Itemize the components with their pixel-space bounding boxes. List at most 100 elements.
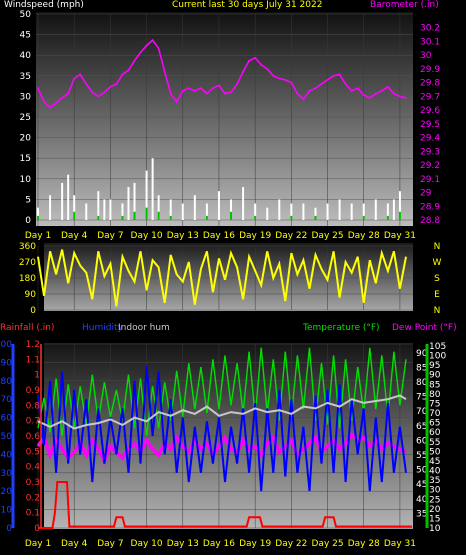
temperature-tick-label: 25 bbox=[429, 495, 440, 505]
wind-x-tick-label: Day 25 bbox=[312, 231, 344, 241]
rainfall-tick-label: 1.1 bbox=[26, 355, 40, 365]
temperature-tick-label: 60 bbox=[429, 428, 441, 438]
temperature-tick-label: 45 bbox=[429, 457, 440, 467]
humidity-tick-label: 90 bbox=[1, 358, 13, 368]
direction-tick-label: 0 bbox=[30, 306, 36, 316]
wind-plot-background bbox=[36, 12, 413, 226]
wind-tick-label: 10 bbox=[20, 175, 32, 185]
humidity-tick-label: 60 bbox=[1, 414, 13, 424]
barometer-point bbox=[187, 87, 190, 90]
dewpoint-tick-label: 35 bbox=[416, 509, 427, 519]
direction-plot-series bbox=[37, 249, 407, 307]
rainfall-tick-label: 0.4 bbox=[26, 463, 41, 473]
direction-plot-background bbox=[44, 243, 413, 311]
barometer-tick-label: 28.9 bbox=[420, 202, 440, 212]
barometer-point bbox=[103, 91, 106, 94]
barometer-tick-label: 29.1 bbox=[420, 175, 440, 185]
dewpoint-tick-label: 60 bbox=[416, 436, 428, 446]
barometer-point bbox=[368, 96, 371, 99]
barometer-point bbox=[61, 96, 64, 99]
wind-tick-label: 20 bbox=[20, 134, 32, 144]
wind-plot-grid bbox=[36, 13, 413, 226]
dewpoint-axis-label: Dew Point (°F) bbox=[392, 323, 457, 333]
barometer-point bbox=[109, 85, 112, 88]
barometer-tick-label: 29.7 bbox=[420, 92, 440, 102]
humidity-line bbox=[37, 366, 407, 492]
rainfall-tick-label: 0.5 bbox=[26, 447, 40, 457]
barometer-point bbox=[278, 77, 281, 80]
barometer-point bbox=[115, 83, 118, 85]
temperature-tick-label: 10 bbox=[429, 524, 441, 534]
wind-x-tick-label: Day 4 bbox=[61, 231, 88, 241]
barometer-tick-label: 29.5 bbox=[420, 120, 440, 130]
temperature-tick-label: 100 bbox=[429, 352, 446, 362]
wind-tick-label: 30 bbox=[20, 92, 32, 102]
rainfall-tick-label: 0.6 bbox=[26, 432, 41, 442]
direction-tick-label: 360 bbox=[19, 242, 36, 252]
temperature-tick-label: 80 bbox=[429, 390, 441, 400]
humidity-label: Humidity bbox=[82, 323, 123, 333]
wind-tick-label: 0 bbox=[25, 216, 31, 226]
humidity-tick-label: 50 bbox=[1, 432, 13, 442]
barometer-point bbox=[79, 73, 82, 76]
indoor-humidity-line bbox=[37, 394, 407, 430]
wind-barometer-panel: 0 5 10 15 20 25 30 35 40 45 50 28.8 28.9 29 29.1 29.2 29… bbox=[4, 0, 440, 241]
temperature-tick-label: 85 bbox=[429, 380, 440, 390]
barometer-tick-label: 29.6 bbox=[420, 106, 440, 116]
barometer-point bbox=[85, 83, 88, 85]
wind-x-tick-label: Day 10 bbox=[131, 231, 163, 241]
compass-label: W bbox=[433, 258, 442, 268]
direction-tick-label: 90 bbox=[25, 290, 37, 300]
dewpoint-tick-label: 50 bbox=[416, 466, 428, 476]
barometer-point bbox=[91, 91, 94, 94]
wind-x-tick-label: Day 1 bbox=[25, 231, 51, 241]
barometer-tick-label: 30 bbox=[420, 51, 432, 61]
wind-tick-label: 40 bbox=[20, 51, 32, 61]
temperature-x-tick-label: Day 19 bbox=[239, 539, 271, 549]
barometer-point bbox=[338, 73, 341, 76]
barometer-point bbox=[139, 51, 142, 54]
barometer-point bbox=[362, 94, 365, 96]
temperature-tick-label: 50 bbox=[429, 447, 441, 457]
barometer-point bbox=[199, 87, 202, 90]
temperature-tick-label: 105 bbox=[429, 342, 446, 352]
barometer-point bbox=[218, 84, 220, 87]
rainfall-tick-label: 0.3 bbox=[26, 478, 40, 488]
direction-tick-label: 180 bbox=[19, 274, 36, 284]
barometer-tick-label: 29.3 bbox=[420, 147, 440, 157]
rainfall-axis-label: Rainfall (.in) bbox=[0, 323, 54, 333]
temperature-plot-series bbox=[36, 347, 412, 529]
temperature-tick-label: 55 bbox=[429, 438, 440, 448]
temperature-x-tick-label: Day 10 bbox=[131, 539, 163, 549]
rainfall-tick-label: 0.9 bbox=[26, 386, 41, 396]
barometer-point bbox=[230, 91, 232, 94]
temperature-tick-label: 75 bbox=[429, 399, 440, 409]
dewpoint-tick-label: 65 bbox=[416, 422, 427, 432]
barometer-point bbox=[73, 77, 76, 80]
temperature-tick-label: 90 bbox=[429, 371, 441, 381]
humidity-tick-label: 100 bbox=[0, 340, 12, 350]
barometer-point bbox=[320, 83, 323, 85]
wind-x-tick-label: Day 7 bbox=[97, 231, 123, 241]
barometer-point bbox=[169, 92, 172, 95]
barometer-point bbox=[236, 83, 238, 85]
wind-tick-label: 25 bbox=[20, 113, 31, 123]
barometer-point bbox=[284, 79, 287, 81]
dewpoint-tick-label: 90 bbox=[416, 349, 428, 359]
humidity-tick-label: 10 bbox=[1, 506, 13, 516]
barometer-point bbox=[55, 102, 57, 105]
wind-tick-label: 50 bbox=[20, 10, 32, 20]
barometer-tick-label: 30.2 bbox=[420, 24, 440, 34]
barometer-axis-label: Barometer (.in) bbox=[370, 0, 439, 10]
wind-x-tick-label: Day 31 bbox=[384, 231, 416, 241]
rainfall-tick-label: 0 bbox=[34, 524, 40, 534]
barometer-point bbox=[97, 95, 100, 98]
barometer-point bbox=[332, 74, 335, 77]
dewpoint-tick-label: 55 bbox=[416, 451, 427, 461]
wind-tick-label: 5 bbox=[25, 195, 31, 205]
rainfall-tick-label: 1.2 bbox=[26, 340, 40, 350]
barometer-point bbox=[290, 81, 293, 84]
barometer-point bbox=[405, 96, 407, 99]
wind-plot-ticks: 0 5 10 15 20 25 30 35 40 45 50 28.8 28.9 29 29.1 29.2 29… bbox=[20, 10, 441, 241]
